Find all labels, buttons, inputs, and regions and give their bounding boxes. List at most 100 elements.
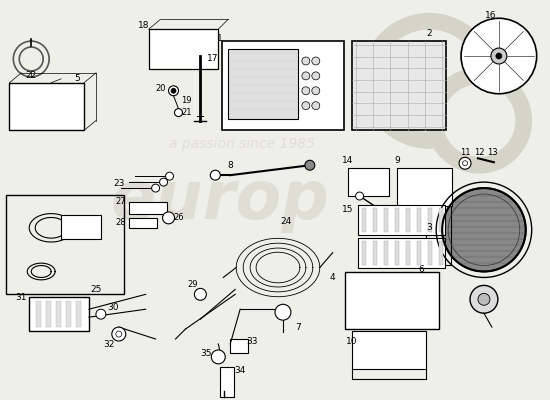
Text: 17: 17 [207,54,218,64]
Circle shape [463,161,468,166]
Text: 8: 8 [227,161,233,170]
Circle shape [112,327,126,341]
Circle shape [168,86,179,96]
Text: 35: 35 [201,350,212,358]
FancyBboxPatch shape [66,301,71,327]
FancyBboxPatch shape [228,49,298,118]
Circle shape [194,288,206,300]
FancyBboxPatch shape [439,208,443,232]
Circle shape [174,109,183,116]
Text: 32: 32 [103,340,114,350]
Text: 9: 9 [394,156,400,165]
FancyBboxPatch shape [351,41,446,130]
FancyBboxPatch shape [373,241,377,264]
Circle shape [210,170,221,180]
FancyBboxPatch shape [129,218,157,228]
FancyBboxPatch shape [417,241,421,264]
Circle shape [163,212,174,224]
Circle shape [302,87,310,95]
Circle shape [442,188,526,272]
Text: 23: 23 [113,179,124,188]
Circle shape [470,286,498,313]
Circle shape [312,102,320,110]
FancyBboxPatch shape [76,301,81,327]
Text: 11: 11 [460,148,470,157]
FancyBboxPatch shape [345,272,439,329]
FancyBboxPatch shape [46,301,51,327]
Text: 30: 30 [107,303,119,312]
Circle shape [356,192,364,200]
Circle shape [171,88,176,93]
Circle shape [496,53,502,59]
Circle shape [96,309,106,319]
Circle shape [116,331,122,337]
Text: 16: 16 [485,11,497,20]
Circle shape [305,160,315,170]
FancyBboxPatch shape [36,301,41,327]
Circle shape [312,87,320,95]
FancyBboxPatch shape [230,339,248,353]
FancyBboxPatch shape [221,367,234,397]
Text: 26: 26 [173,213,184,222]
FancyBboxPatch shape [29,297,89,331]
FancyBboxPatch shape [361,241,366,264]
Circle shape [478,293,490,305]
Circle shape [160,178,168,186]
Circle shape [152,184,160,192]
FancyBboxPatch shape [129,202,167,214]
FancyBboxPatch shape [384,241,388,264]
FancyBboxPatch shape [9,83,84,130]
Circle shape [211,350,226,364]
FancyBboxPatch shape [358,205,445,235]
Text: 20: 20 [155,84,166,93]
Text: 27: 27 [116,198,126,206]
Text: 34: 34 [234,366,246,375]
Text: 29: 29 [187,280,197,289]
FancyBboxPatch shape [395,208,399,232]
FancyBboxPatch shape [348,168,389,196]
Text: europ: europ [111,167,330,233]
Text: 1: 1 [217,34,223,43]
FancyBboxPatch shape [61,215,101,239]
FancyBboxPatch shape [358,238,445,268]
FancyBboxPatch shape [351,331,426,369]
Circle shape [302,72,310,80]
Text: 31: 31 [15,293,27,302]
Text: 18: 18 [138,21,150,30]
Circle shape [302,102,310,110]
Text: 19: 19 [181,96,192,105]
FancyBboxPatch shape [148,29,218,69]
FancyBboxPatch shape [406,208,410,232]
Text: 28: 28 [116,218,126,227]
Text: 13: 13 [488,148,498,157]
FancyBboxPatch shape [406,241,410,264]
Circle shape [275,304,291,320]
Text: 7: 7 [295,323,301,332]
Text: 21: 21 [181,108,192,117]
Text: 14: 14 [342,156,353,165]
Text: 22: 22 [26,71,37,80]
Circle shape [312,57,320,65]
FancyBboxPatch shape [56,301,61,327]
FancyBboxPatch shape [373,208,377,232]
Circle shape [370,21,489,140]
FancyBboxPatch shape [428,241,432,264]
Text: 15: 15 [342,206,354,214]
FancyBboxPatch shape [398,168,452,206]
Circle shape [491,48,507,64]
FancyBboxPatch shape [417,208,421,232]
Text: 3: 3 [426,223,432,232]
Text: 24: 24 [280,217,292,226]
Text: 5: 5 [74,74,80,83]
FancyBboxPatch shape [222,41,344,130]
FancyBboxPatch shape [439,241,443,264]
FancyBboxPatch shape [384,208,388,232]
FancyBboxPatch shape [395,241,399,264]
Text: 33: 33 [246,336,258,346]
Circle shape [302,57,310,65]
Text: 10: 10 [346,336,358,346]
Circle shape [166,172,173,180]
Text: 6: 6 [419,265,424,274]
Circle shape [461,18,537,94]
Circle shape [459,157,471,169]
